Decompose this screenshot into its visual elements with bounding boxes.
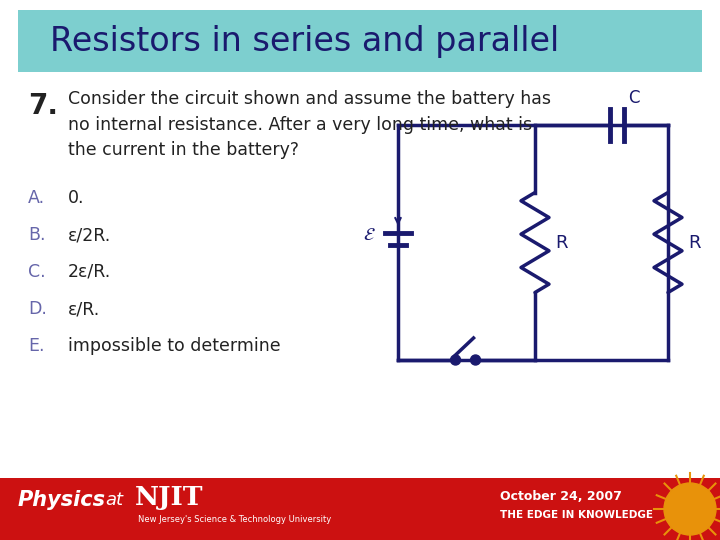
- Text: ε/R.: ε/R.: [68, 300, 100, 318]
- Text: THE EDGE IN KNOWLEDGE: THE EDGE IN KNOWLEDGE: [500, 510, 653, 520]
- Text: 7.: 7.: [28, 92, 58, 120]
- Text: Consider the circuit shown and assume the battery has
no internal resistance. Af: Consider the circuit shown and assume th…: [68, 90, 551, 159]
- Text: Resistors in series and parallel: Resistors in series and parallel: [50, 24, 559, 57]
- Text: A.: A.: [28, 189, 45, 207]
- Text: E.: E.: [28, 337, 45, 355]
- Text: C.: C.: [28, 263, 45, 281]
- Text: R: R: [688, 233, 701, 252]
- Circle shape: [471, 355, 480, 365]
- Text: New Jersey's Science & Technology University: New Jersey's Science & Technology Univer…: [138, 516, 331, 524]
- Text: NJIT: NJIT: [135, 485, 204, 510]
- Text: C: C: [629, 89, 640, 107]
- Circle shape: [451, 355, 461, 365]
- Text: 2ε/R.: 2ε/R.: [68, 263, 112, 281]
- Circle shape: [664, 483, 716, 535]
- Text: 0.: 0.: [68, 189, 84, 207]
- FancyBboxPatch shape: [18, 10, 702, 72]
- Text: impossible to determine: impossible to determine: [68, 337, 281, 355]
- FancyBboxPatch shape: [0, 478, 720, 540]
- Text: at: at: [105, 491, 123, 509]
- Text: R: R: [555, 233, 567, 252]
- Text: B.: B.: [28, 226, 45, 244]
- Text: October 24, 2007: October 24, 2007: [500, 489, 622, 503]
- Text: D.: D.: [28, 300, 47, 318]
- Text: ε/2R.: ε/2R.: [68, 226, 112, 244]
- Text: Physics: Physics: [18, 490, 106, 510]
- Text: $\mathcal{E}$: $\mathcal{E}$: [364, 226, 376, 244]
